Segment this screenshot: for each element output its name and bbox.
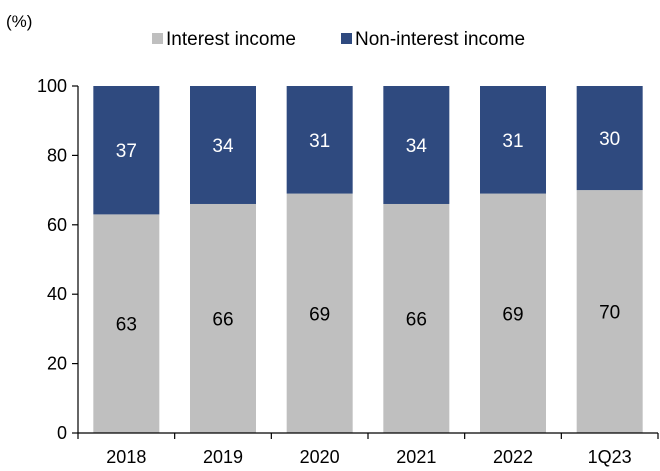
x-tick-label: 2019 [203,447,243,467]
y-tick-label: 40 [47,284,67,304]
data-label: 63 [116,315,137,336]
bars [93,86,643,433]
bar-interest-4 [480,193,546,433]
data-label: 69 [502,304,523,325]
x-tick-label: 1Q23 [588,447,632,467]
data-label: 31 [309,131,330,152]
legend-swatch-interest [152,33,163,44]
data-label: 31 [502,131,523,152]
axes: 0 20 40 60 80 100 2018 2019 2020 2021 2022 1Q23 [37,76,659,467]
bar-interest-3 [383,203,450,433]
bar-interest-5 [576,190,643,433]
bar-non-interest-3 [383,86,450,204]
bar-non-interest-2 [286,86,353,194]
bar-non-interest-0 [93,86,160,215]
x-tick-label: 2022 [493,447,533,467]
y-tick-label: 20 [47,354,67,374]
data-label: 66 [212,309,233,330]
bar-interest-2 [286,193,353,433]
bar-interest-0 [93,214,160,433]
data-label: 30 [599,129,620,150]
y-unit-label: (%) [6,12,32,31]
bar-non-interest-1 [190,86,256,204]
data-label: 69 [309,304,330,325]
data-label: 37 [116,141,137,162]
legend-label: Interest income [166,29,296,50]
bar-non-interest-4 [480,86,546,194]
y-tick-label: 0 [57,423,67,443]
y-tick-label: 80 [47,145,67,165]
data-label: 66 [406,309,427,330]
x-tick-label: 2021 [396,447,436,467]
data-label: 34 [212,136,234,157]
x-tick-label: 2020 [300,447,340,467]
y-tick-label: 60 [47,215,67,235]
bar-value-labels: 63 37 66 34 69 31 66 34 69 31 70 30 [116,129,620,336]
bar-interest-1 [190,203,256,433]
bar-non-interest-5 [576,86,643,191]
y-tick-label: 100 [37,76,67,96]
x-tick-label: 2018 [106,447,146,467]
data-label: 70 [599,303,620,324]
legend-label: Non-interest income [355,29,525,50]
data-label: 34 [406,136,428,157]
legend-swatch-non-interest [341,33,352,44]
legend: Interest income Non-interest income [152,29,525,50]
